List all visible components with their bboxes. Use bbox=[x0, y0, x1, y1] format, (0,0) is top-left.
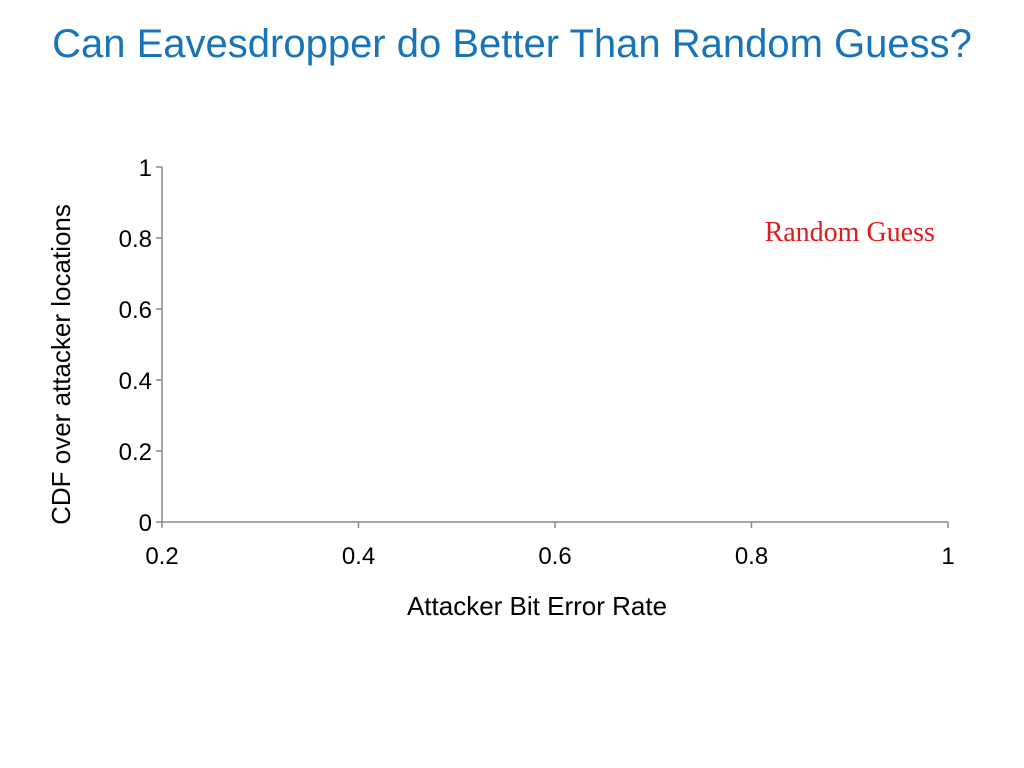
x-axis-title: Attacker Bit Error Rate bbox=[407, 591, 667, 621]
x-tick-label: 0.6 bbox=[538, 543, 571, 570]
x-tick-label: 0.4 bbox=[342, 543, 375, 570]
y-tick-label: 0.2 bbox=[119, 439, 152, 466]
y-tick-label: 1 bbox=[139, 155, 152, 182]
x-tick-label: 0.2 bbox=[145, 543, 178, 570]
annotation-layer: Random Guess bbox=[765, 217, 935, 248]
y-tick-label: 0.6 bbox=[119, 297, 152, 324]
y-tick-label: 0.4 bbox=[119, 368, 152, 395]
x-ticks: 0.2 0.4 0.6 0.8 1 bbox=[145, 522, 955, 570]
slide-title: Can Eavesdropper do Better Than Random G… bbox=[52, 22, 972, 66]
x-tick-label: 0.8 bbox=[735, 543, 768, 570]
y-tick-label: 0.8 bbox=[119, 226, 152, 253]
y-ticks: 0 0.2 0.4 0.6 0.8 1 bbox=[119, 155, 162, 537]
annotation-label: Random Guess bbox=[765, 217, 935, 248]
y-axis-title: CDF over attacker locations bbox=[46, 204, 76, 525]
y-tick-label: 0 bbox=[139, 510, 152, 537]
x-tick-label: 1 bbox=[941, 543, 954, 570]
